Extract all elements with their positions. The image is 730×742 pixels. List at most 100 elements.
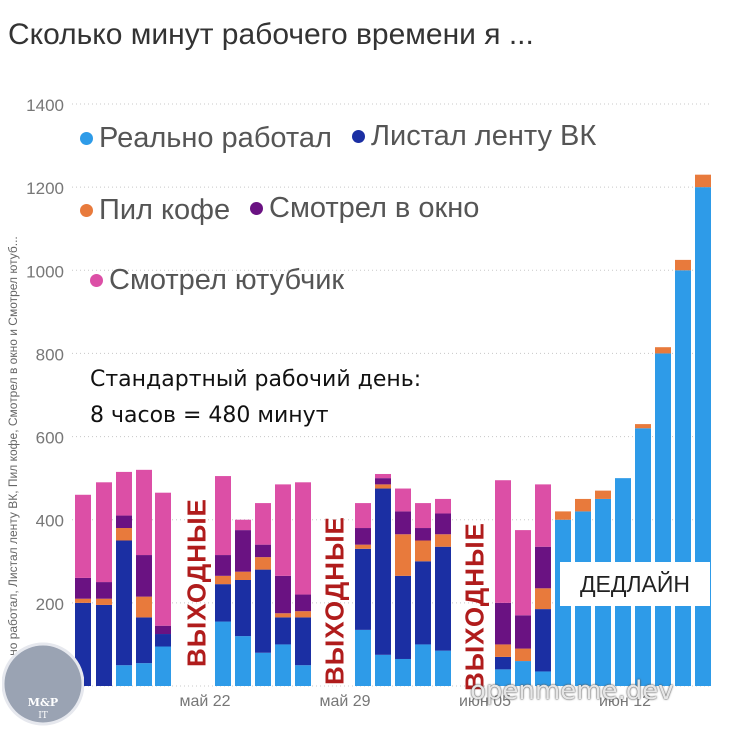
bar-segment[interactable]: [255, 503, 271, 545]
bar-segment[interactable]: [435, 650, 451, 686]
bar-segment[interactable]: [75, 494, 91, 578]
bar-segment[interactable]: [116, 665, 132, 686]
bar-segment[interactable]: [415, 528, 431, 541]
bar-segment[interactable]: [495, 656, 511, 670]
bar-segment[interactable]: [375, 654, 391, 686]
bar-segment[interactable]: [495, 602, 511, 645]
bar-segment[interactable]: [355, 544, 371, 549]
bar-segment[interactable]: [675, 270, 691, 686]
bar-segment[interactable]: [136, 596, 152, 618]
bar-segment[interactable]: [255, 652, 271, 686]
bar-segment[interactable]: [375, 473, 391, 479]
bar-segment[interactable]: [355, 548, 371, 630]
bar-segment[interactable]: [635, 428, 651, 686]
bar-segment[interactable]: [255, 557, 271, 570]
bar-segment[interactable]: [435, 513, 451, 535]
bar-segment[interactable]: [495, 644, 511, 657]
bar-segment[interactable]: [136, 469, 152, 556]
bar-segment[interactable]: [435, 498, 451, 514]
bar-segment[interactable]: [215, 621, 231, 686]
bar-segment[interactable]: [116, 528, 132, 541]
bar-segment[interactable]: [155, 625, 171, 635]
bar-segment[interactable]: [535, 588, 551, 610]
bar-segment[interactable]: [675, 259, 691, 271]
bar-segment[interactable]: [375, 478, 391, 485]
bar-segment[interactable]: [96, 598, 112, 605]
bar-segment[interactable]: [375, 484, 391, 489]
bar-segment[interactable]: [136, 663, 152, 686]
bar-segment[interactable]: [655, 347, 671, 354]
bar-segment[interactable]: [395, 534, 411, 576]
bar-segment[interactable]: [495, 480, 511, 603]
bar-segment[interactable]: [155, 634, 171, 647]
bar-segment[interactable]: [295, 617, 311, 666]
bar-segment[interactable]: [435, 534, 451, 547]
bar-segment[interactable]: [136, 555, 152, 597]
bar-segment[interactable]: [635, 424, 651, 429]
bar-segment[interactable]: [535, 546, 551, 589]
bar-segment[interactable]: [235, 519, 251, 531]
bar-segment[interactable]: [555, 511, 571, 520]
bar-segment[interactable]: [515, 530, 531, 616]
bar-segment[interactable]: [235, 571, 251, 580]
bar-segment[interactable]: [155, 646, 171, 686]
bar-segment[interactable]: [275, 613, 291, 618]
bar-segment[interactable]: [295, 665, 311, 686]
bar-segment[interactable]: [515, 615, 531, 649]
bar-segment[interactable]: [295, 611, 311, 618]
bar-segment[interactable]: [655, 353, 671, 686]
bar-segment[interactable]: [355, 528, 371, 545]
bar-segment[interactable]: [155, 492, 171, 626]
bar-segment[interactable]: [595, 490, 611, 499]
legend-item-vk[interactable]: Листал ленту ВК: [352, 120, 596, 153]
bar-segment[interactable]: [695, 187, 711, 686]
bar-segment[interactable]: [395, 511, 411, 535]
bar-segment[interactable]: [96, 582, 112, 599]
bar-segment[interactable]: [96, 482, 112, 583]
bar-segment[interactable]: [395, 575, 411, 659]
bar-segment[interactable]: [395, 658, 411, 686]
bar-segment[interactable]: [215, 575, 231, 585]
bar-segment[interactable]: [535, 671, 551, 686]
legend-item-coffee[interactable]: Пил кофе: [80, 194, 230, 227]
bar-segment[interactable]: [355, 629, 371, 686]
bar-segment[interactable]: [116, 515, 132, 529]
bar-segment[interactable]: [235, 636, 251, 686]
bar-segment[interactable]: [255, 544, 271, 558]
bar-segment[interactable]: [116, 471, 132, 516]
bar-segment[interactable]: [495, 669, 511, 686]
bar-segment[interactable]: [695, 174, 711, 188]
bar-segment[interactable]: [415, 561, 431, 645]
bar-segment[interactable]: [395, 488, 411, 512]
bar-segment[interactable]: [295, 482, 311, 595]
legend-item-window[interactable]: Смотрел в окно: [250, 192, 479, 225]
bar-segment[interactable]: [275, 484, 291, 576]
bar-segment[interactable]: [535, 484, 551, 547]
bar-segment[interactable]: [116, 540, 132, 666]
bar-segment[interactable]: [435, 546, 451, 651]
bar-segment[interactable]: [415, 503, 431, 529]
bar-segment[interactable]: [215, 476, 231, 556]
bar-segment[interactable]: [136, 617, 152, 664]
legend-item-youtube[interactable]: Смотрел ютубчик: [90, 264, 344, 297]
bar-segment[interactable]: [575, 498, 591, 512]
bar-segment[interactable]: [515, 661, 531, 686]
bar-segment[interactable]: [515, 648, 531, 662]
bar-segment[interactable]: [415, 540, 431, 562]
bar-segment[interactable]: [275, 575, 291, 614]
legend-item-worked[interactable]: Реально работал: [80, 122, 332, 155]
bar-segment[interactable]: [355, 503, 371, 529]
bar-segment[interactable]: [275, 644, 291, 686]
bar-segment[interactable]: [75, 577, 91, 599]
bar-segment[interactable]: [375, 488, 391, 655]
bar-segment[interactable]: [96, 604, 112, 686]
bar-segment[interactable]: [215, 555, 231, 576]
bar-segment[interactable]: [415, 644, 431, 686]
bar-segment[interactable]: [255, 569, 271, 653]
bar-segment[interactable]: [535, 609, 551, 672]
bar-segment[interactable]: [75, 598, 91, 603]
bar-segment[interactable]: [275, 617, 291, 645]
bar-segment[interactable]: [235, 530, 251, 572]
bar-segment[interactable]: [295, 594, 311, 612]
bar-segment[interactable]: [235, 579, 251, 637]
